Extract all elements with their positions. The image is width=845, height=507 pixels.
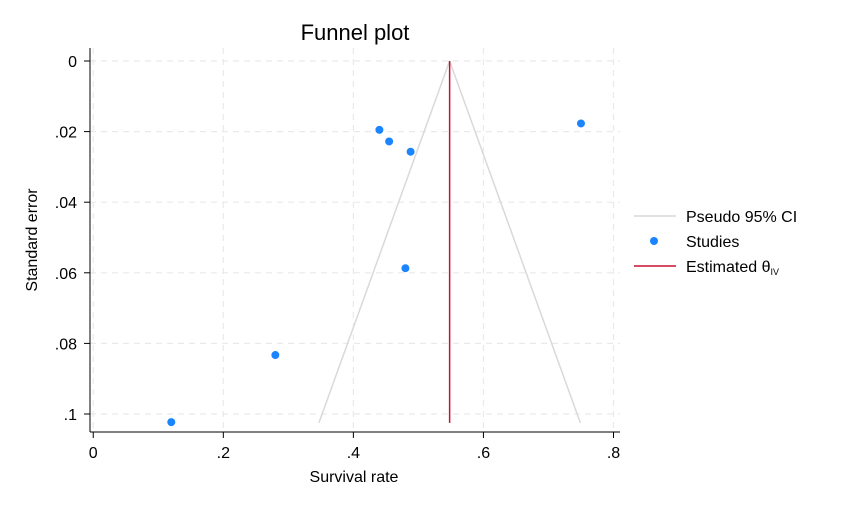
study-point <box>401 264 410 273</box>
y-tick-label: .02 <box>55 125 77 142</box>
gridlines <box>90 48 620 432</box>
y-tick-label: .04 <box>55 195 77 212</box>
x-tick-label: 0 <box>89 445 98 462</box>
study-point <box>576 119 585 128</box>
legend-theta-subscript: IV <box>770 267 779 277</box>
ci-right-line <box>448 60 582 424</box>
study-point <box>385 137 394 146</box>
study-point <box>167 418 176 427</box>
legend-theta-text: Estimated θ <box>686 259 771 276</box>
study-point <box>375 125 384 134</box>
legend-ci-label: Pseudo 95% CI <box>686 209 797 226</box>
x-axis-ticks: 0 .2 .4 .6 .8 <box>89 432 620 462</box>
legend-theta-label: Estimated θIV <box>686 259 779 277</box>
y-axis-title: Standard error <box>24 188 41 292</box>
y-tick-label: .06 <box>55 266 77 283</box>
y-tick-label: .1 <box>64 407 77 424</box>
x-tick-label: .2 <box>217 445 230 462</box>
y-tick-label: .08 <box>55 336 77 353</box>
axes <box>89 48 620 433</box>
x-tick-label: .4 <box>347 445 360 462</box>
y-tick-label: 0 <box>68 54 77 71</box>
legend: Pseudo 95% CI Studies Estimated θIV <box>634 209 797 277</box>
ci-left-line <box>318 60 451 424</box>
study-point <box>271 351 280 360</box>
legend-studies-marker <box>650 237 658 245</box>
pseudo-ci-lines <box>318 60 582 424</box>
study-point <box>406 147 415 156</box>
legend-studies-label: Studies <box>686 234 739 251</box>
x-tick-label: .8 <box>607 445 620 462</box>
x-tick-label: .6 <box>477 445 490 462</box>
chart-title: Funnel plot <box>301 20 410 45</box>
y-axis-ticks: 0 .02 .04 .06 .08 .1 <box>55 54 90 424</box>
x-axis-title: Survival rate <box>310 469 399 486</box>
study-points <box>167 119 585 427</box>
